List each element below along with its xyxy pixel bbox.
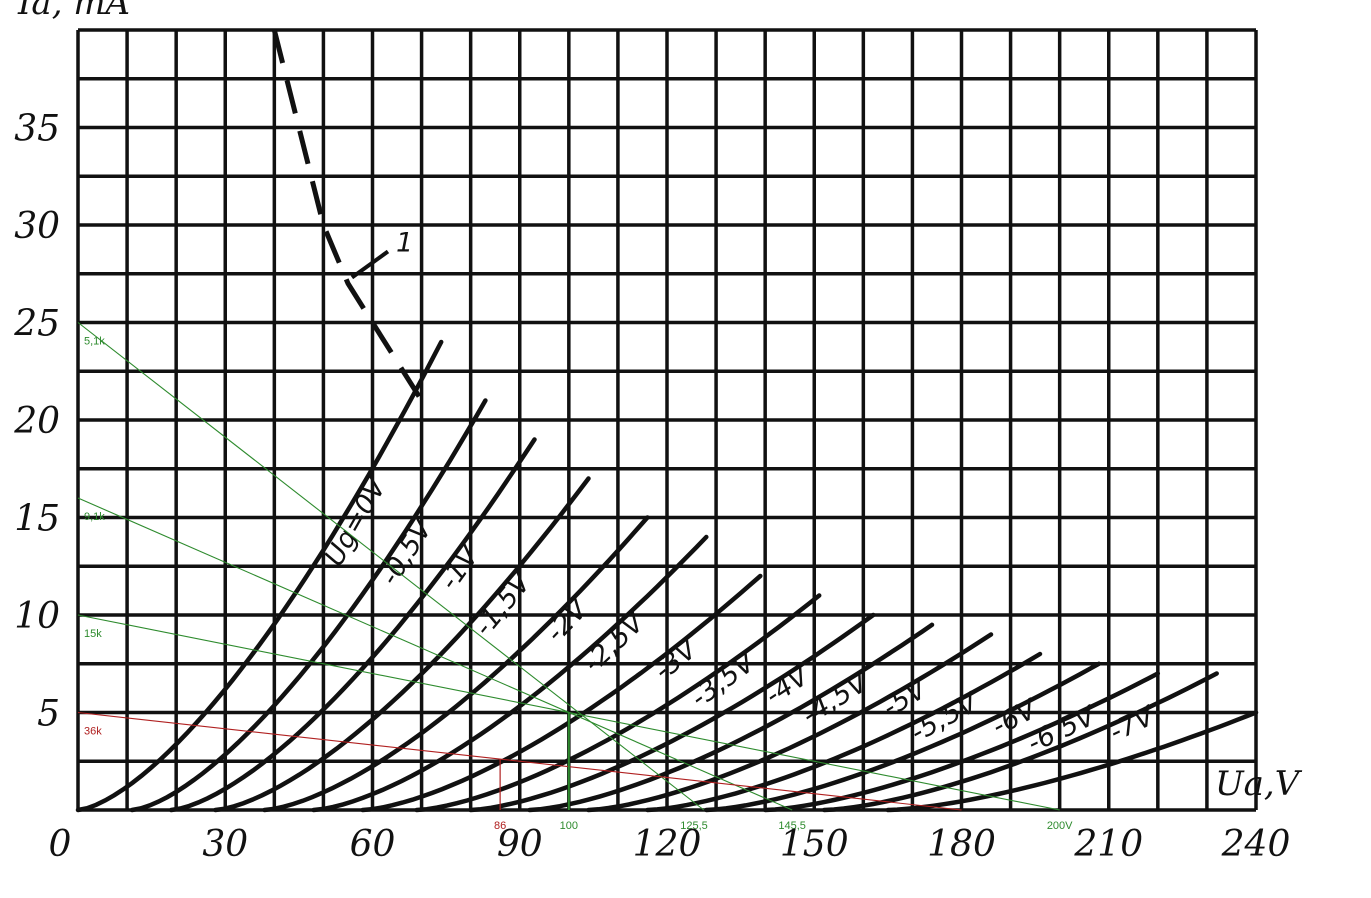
anode-curve-12 bbox=[704, 661, 1102, 813]
tick-labels: 0 30 60 90 120 150 180 210 240 5 10 15 20 25 30 35 bbox=[13, 109, 1290, 866]
load-line-label-2: 15k bbox=[84, 628, 102, 640]
dissipation-curve-line bbox=[271, 29, 424, 402]
x-tick-label: 30 bbox=[202, 824, 248, 865]
load-line-label-0: 5,1k bbox=[84, 336, 105, 348]
anode-curve-11 bbox=[645, 651, 1043, 813]
anode-curve-10 bbox=[586, 632, 994, 813]
anode-curve-6 bbox=[360, 573, 763, 813]
y-tick-label: 5 bbox=[37, 694, 60, 735]
anode-curve-2 bbox=[169, 437, 537, 813]
load-line-0 bbox=[77, 322, 705, 811]
x-tick-label: 60 bbox=[350, 824, 396, 865]
load-line-label-1: 9,1k bbox=[84, 511, 105, 523]
y-tick-label: 25 bbox=[13, 304, 60, 345]
dissipation-curve-leader bbox=[350, 249, 390, 280]
x-tick-label: 90 bbox=[497, 824, 543, 865]
anode-curve-1 bbox=[129, 398, 488, 813]
load-line-1 bbox=[77, 497, 793, 811]
x-tick-label: 240 bbox=[1221, 824, 1291, 865]
x-tick-label: 0 bbox=[49, 824, 72, 865]
load-lines: 5,1k 9,1k 15k 36k 86 100 125,5 145,5 200V bbox=[77, 322, 1073, 832]
anode-curve-5 bbox=[311, 534, 709, 813]
anode-curve-15 bbox=[885, 710, 1259, 813]
y-tick-label: 15 bbox=[14, 499, 60, 540]
marked-point-label-3: 145,5 bbox=[778, 820, 806, 832]
x-tick-label: 120 bbox=[633, 824, 702, 865]
anode-curve-13 bbox=[762, 671, 1161, 813]
marked-point-label-4: 200V bbox=[1047, 820, 1073, 832]
y-axis-label: Ia, mA bbox=[17, 0, 130, 23]
anode-curve-0 bbox=[75, 339, 444, 813]
x-tick-label: 210 bbox=[1073, 824, 1143, 865]
load-line-label-3: 36k bbox=[84, 726, 102, 738]
x-tick-label: 150 bbox=[780, 824, 849, 865]
anode-curve-14 bbox=[821, 671, 1219, 813]
y-tick-label: 20 bbox=[13, 401, 60, 442]
marked-point-label-0: 86 bbox=[494, 820, 506, 832]
grid bbox=[76, 28, 1258, 812]
y-tick-label: 10 bbox=[14, 596, 60, 637]
marked-point-label-2: 125,5 bbox=[680, 820, 708, 832]
x-axis-label: Ua,V bbox=[1215, 764, 1303, 804]
load-line-3 bbox=[77, 711, 962, 811]
x-tick-label: 180 bbox=[927, 824, 996, 865]
anode-curve-8 bbox=[468, 612, 876, 813]
dissipation-curve-label: 1 bbox=[396, 228, 413, 259]
y-tick-label: 30 bbox=[14, 206, 60, 247]
marked-point-label-1: 100 bbox=[560, 820, 578, 832]
anode-curve-4 bbox=[262, 515, 650, 813]
max-dissipation-curve: 1 bbox=[271, 29, 424, 402]
y-tick-label: 35 bbox=[14, 109, 60, 150]
anode-curve-3 bbox=[213, 476, 591, 813]
